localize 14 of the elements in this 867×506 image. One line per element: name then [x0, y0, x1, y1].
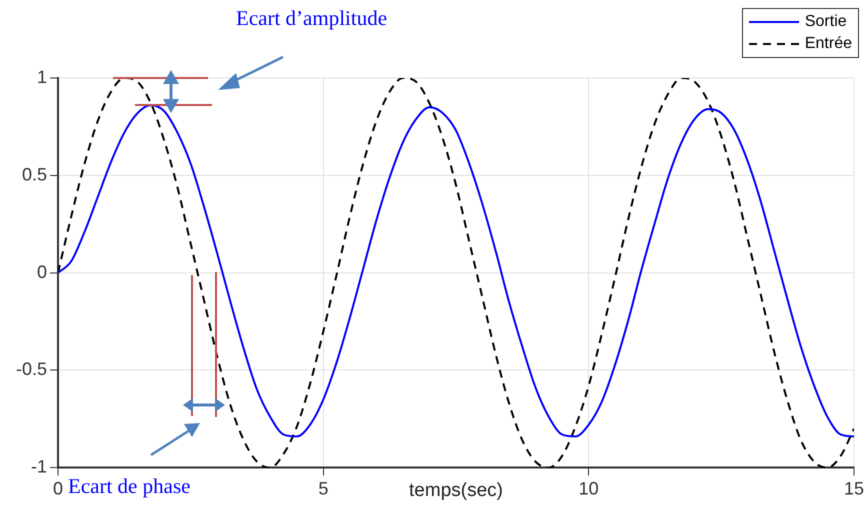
text: Ecart d’amplitude [236, 6, 388, 31]
y-tick-label: 0.5 [22, 164, 48, 184]
text: Ecart de phase [68, 474, 190, 499]
legend-label: Sortie [804, 13, 847, 31]
y-tick-label: -1 [31, 456, 48, 477]
y-tick-label: -0.5 [16, 359, 48, 380]
x-tick-label: 0 [53, 478, 64, 498]
x-axis-title: temps(sec) [409, 480, 503, 501]
legend-label: Entrée [804, 35, 852, 53]
x-tick-label: 15 [844, 478, 864, 498]
x-tick-label: 5 [318, 478, 328, 498]
y-tick-label: 1 [37, 66, 48, 87]
y-tick-label: 0 [37, 262, 48, 282]
x-tick-label: 10 [578, 478, 599, 498]
